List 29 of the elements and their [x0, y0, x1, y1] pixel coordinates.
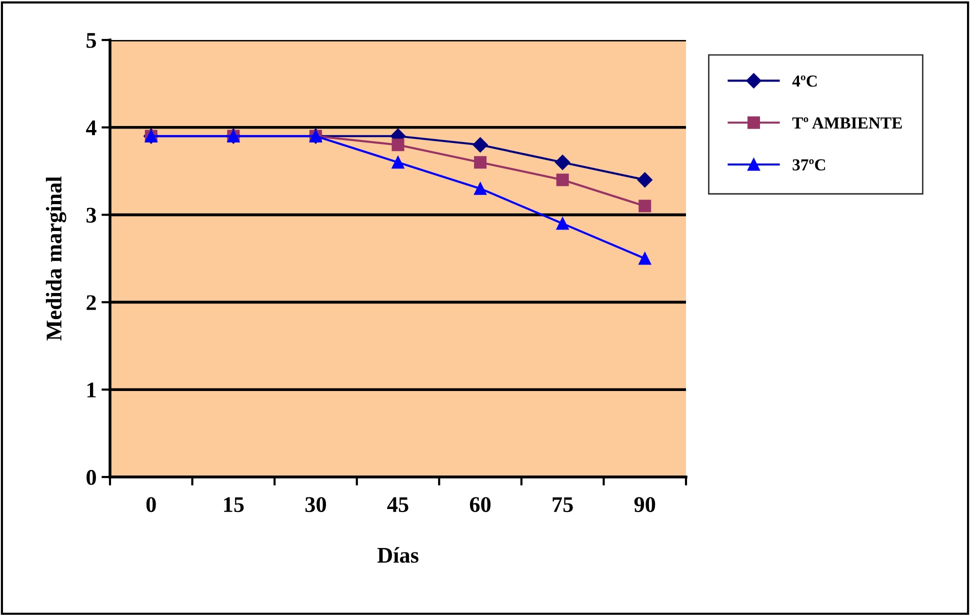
- point: [638, 200, 652, 212]
- legend-label: 4ºC: [792, 75, 817, 87]
- point: [637, 172, 652, 188]
- point: [474, 156, 487, 169]
- x-axis-title: Días: [377, 547, 418, 563]
- y-tick-label: 1: [87, 382, 96, 398]
- point: [472, 137, 488, 152]
- y-tick-label: 0: [86, 470, 96, 485]
- y-tick-label: 4: [86, 120, 96, 136]
- legend-label: Tº AMBIENTE: [792, 117, 902, 128]
- point: [556, 174, 569, 186]
- y-tick-label: 3: [86, 208, 96, 223]
- point: [474, 182, 487, 195]
- point: [392, 156, 404, 169]
- point: [555, 154, 570, 170]
- point: [638, 252, 652, 265]
- y-tick-label: 2: [86, 295, 96, 310]
- y-tick-label: 5: [86, 33, 96, 48]
- point: [392, 138, 404, 152]
- x-tick-label: 0: [146, 497, 156, 512]
- x-tick-label: 90: [634, 497, 656, 512]
- x-tick-label: 45: [387, 497, 408, 512]
- y-axis-title: Medida marginal: [46, 176, 66, 341]
- point: [556, 217, 569, 230]
- x-tick-label: 75: [552, 497, 573, 512]
- x-tick-label: 60: [470, 497, 491, 512]
- x-tick-label: 15: [224, 497, 244, 512]
- x-tick-label: 30: [305, 497, 326, 512]
- legend-label: 37ºC: [792, 159, 825, 170]
